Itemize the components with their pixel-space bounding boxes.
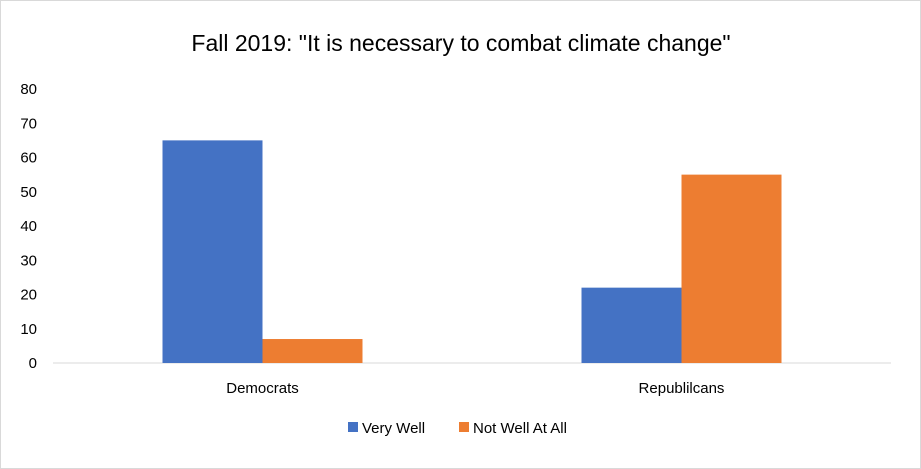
bar-not-well-at-all-democrats [262,339,363,363]
x-tick-label: Republilcans [639,380,725,397]
y-tick-label: 70 [20,115,37,132]
chart-title: Fall 2019: "It is necessary to combat cl… [191,30,730,56]
legend-label: Not Well At All [473,420,567,437]
x-axis-labels: Democrats Republilcans [226,380,724,397]
y-tick-label: 20 [20,287,37,304]
y-tick-label: 40 [20,218,37,235]
y-tick-label: 50 [20,184,37,201]
bar-very-well-republilcans [581,287,682,363]
bar-not-well-at-all-republilcans [681,174,782,363]
legend: Very Well Not Well At All [348,420,567,437]
bar-very-well-democrats [162,140,263,363]
y-tick-label: 60 [20,150,37,167]
y-tick-label: 10 [20,321,37,338]
y-tick-label: 30 [20,252,37,269]
y-axis-ticks: 0 10 20 30 40 50 60 70 80 [20,81,37,372]
bars-group [162,140,782,363]
legend-swatch [459,422,469,432]
y-tick-label: 0 [29,355,37,372]
legend-swatch [348,422,358,432]
x-tick-label: Democrats [226,380,299,397]
legend-label: Very Well [362,420,425,437]
y-tick-label: 80 [20,81,37,98]
